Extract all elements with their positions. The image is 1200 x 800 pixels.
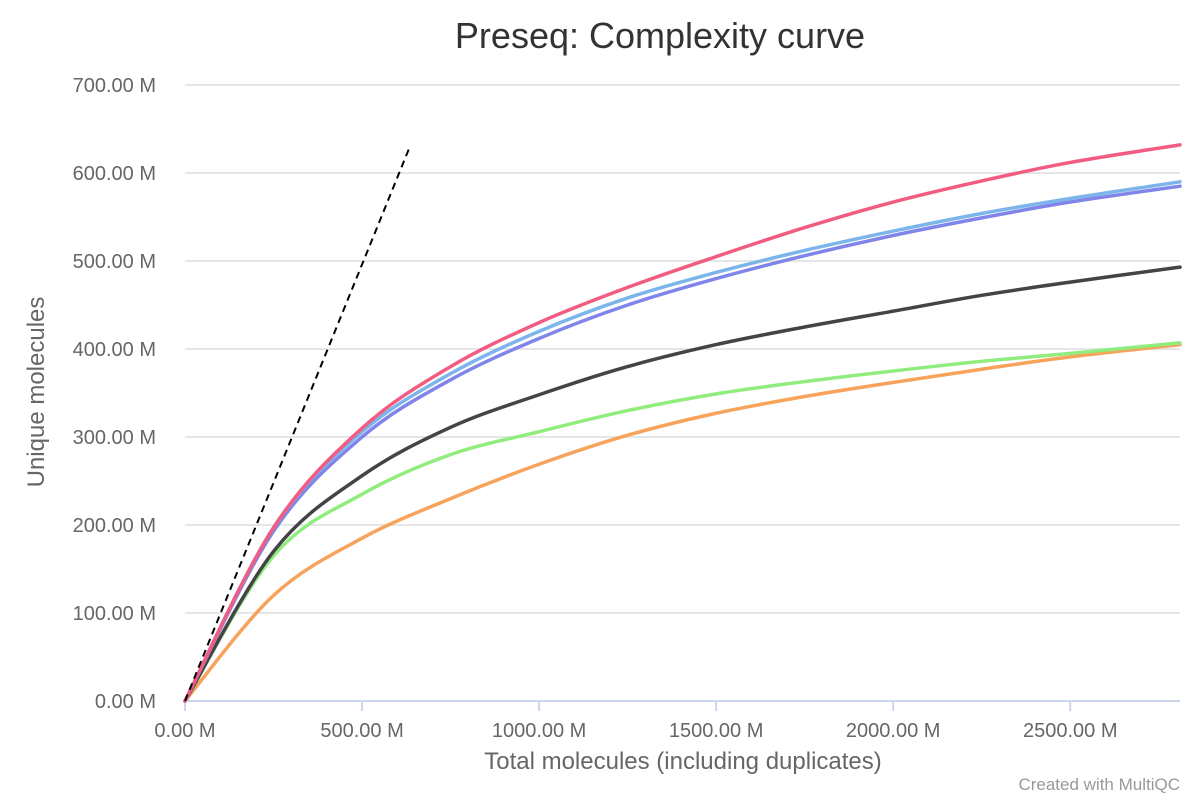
reference-diagonal-line (184, 146, 411, 702)
credit-link[interactable]: Created with MultiQC (1018, 775, 1180, 794)
y-tick-label: 100.00 M (73, 603, 156, 625)
tick-labels: 0.00 M 100.00 M 200.00 M 300.00 M 400.00 M 50… (73, 75, 1118, 742)
x-tick-label: 1500.00 M (669, 720, 764, 742)
y-axis-title: Unique molecules (23, 297, 50, 488)
series-line[interactable] (183, 265, 1182, 703)
x-tick-label: 2000.00 M (846, 720, 941, 742)
x-tick-label: 2500.00 M (1023, 720, 1118, 742)
y-tick-label: 200.00 M (73, 515, 156, 537)
y-tick-label: 300.00 M (73, 427, 156, 449)
y-tick-label: 0.00 M (95, 691, 156, 713)
x-axis-title: Total molecules (including duplicates) (484, 748, 882, 775)
x-tick-label: 500.00 M (320, 720, 403, 742)
series-line[interactable] (183, 180, 1182, 703)
series-line[interactable] (183, 341, 1182, 703)
y-tick-label: 400.00 M (73, 339, 156, 361)
x-tick-label: 1000.00 M (492, 720, 587, 742)
chart-title: Preseq: Complexity curve (455, 15, 865, 56)
series-line[interactable] (183, 184, 1182, 703)
series-line[interactable] (183, 342, 1182, 703)
series-line[interactable] (183, 143, 1182, 703)
axes (184, 700, 1180, 711)
y-tick-label: 500.00 M (73, 251, 156, 273)
x-tick-label: 0.00 M (154, 720, 215, 742)
series-lines (183, 143, 1182, 703)
gridlines (185, 84, 1180, 614)
y-tick-label: 600.00 M (73, 163, 156, 185)
y-tick-label: 700.00 M (73, 75, 156, 97)
